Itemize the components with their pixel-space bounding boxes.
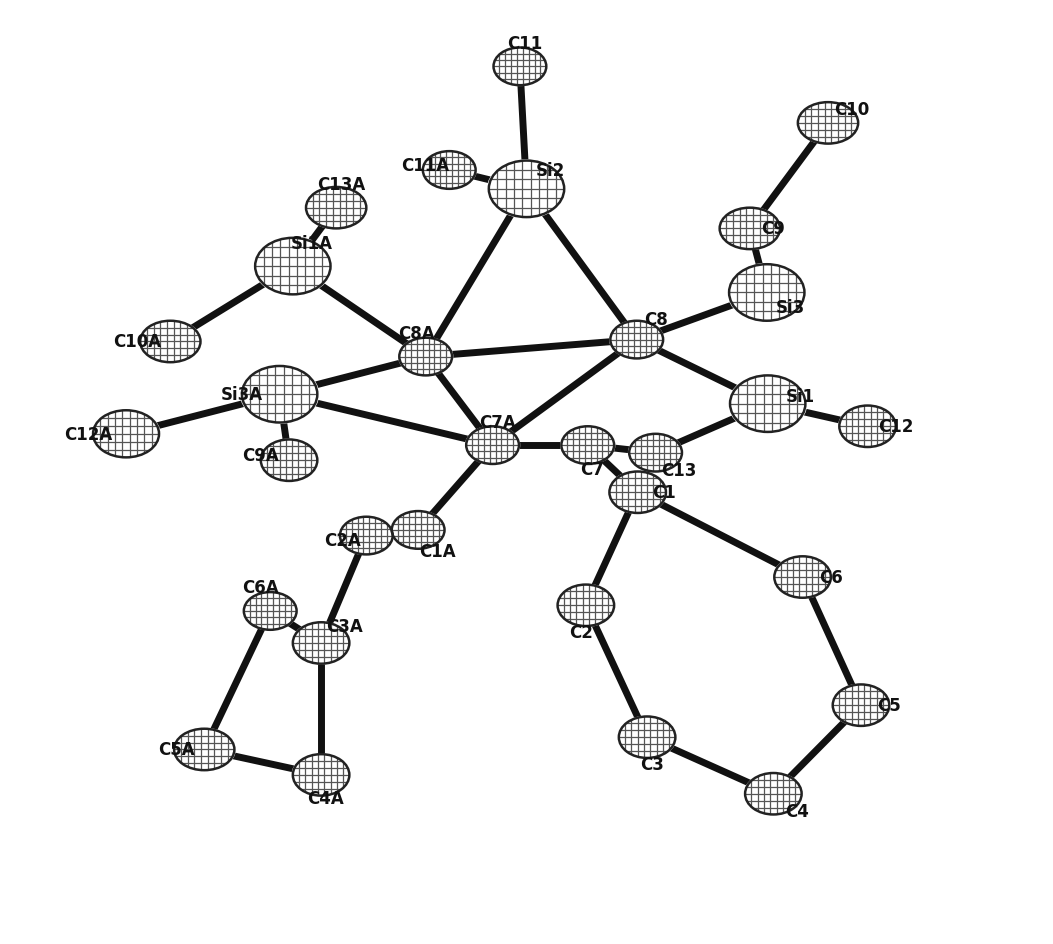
Ellipse shape — [304, 187, 367, 230]
Ellipse shape — [391, 511, 445, 550]
Text: C8A: C8A — [398, 325, 435, 343]
Ellipse shape — [609, 320, 664, 360]
Text: C3: C3 — [640, 755, 663, 773]
Text: C11A: C11A — [401, 157, 450, 175]
Text: C7A: C7A — [479, 413, 516, 431]
Text: C9: C9 — [761, 220, 786, 238]
Text: C9A: C9A — [242, 447, 279, 465]
Ellipse shape — [173, 728, 236, 771]
Ellipse shape — [242, 592, 298, 632]
Ellipse shape — [486, 160, 567, 219]
Text: C4A: C4A — [307, 789, 344, 808]
Text: C1A: C1A — [419, 542, 455, 560]
Ellipse shape — [728, 263, 807, 323]
Text: C2A: C2A — [324, 531, 361, 549]
Text: C12: C12 — [878, 418, 914, 436]
Text: C5: C5 — [877, 697, 901, 715]
Text: C6A: C6A — [242, 579, 279, 597]
Ellipse shape — [259, 439, 319, 482]
Ellipse shape — [492, 47, 548, 87]
Text: C1: C1 — [652, 483, 676, 501]
Text: C13: C13 — [661, 461, 697, 480]
Ellipse shape — [254, 237, 333, 296]
Ellipse shape — [339, 516, 394, 556]
Text: C2: C2 — [570, 623, 593, 641]
Ellipse shape — [608, 471, 668, 514]
Ellipse shape — [292, 621, 351, 665]
Text: Si1: Si1 — [787, 388, 815, 406]
Ellipse shape — [560, 426, 615, 465]
Text: C12A: C12A — [64, 426, 113, 444]
Text: C13A: C13A — [317, 176, 365, 194]
Text: C11: C11 — [506, 35, 542, 53]
Ellipse shape — [718, 208, 781, 251]
Ellipse shape — [292, 753, 351, 797]
Ellipse shape — [139, 320, 202, 363]
Text: Si3: Si3 — [776, 298, 804, 316]
Ellipse shape — [831, 683, 891, 727]
Ellipse shape — [628, 433, 683, 473]
Text: C7: C7 — [580, 460, 604, 479]
Text: C6: C6 — [819, 568, 842, 586]
Text: C10: C10 — [834, 101, 869, 119]
Ellipse shape — [240, 365, 319, 425]
Ellipse shape — [743, 772, 803, 816]
Ellipse shape — [728, 375, 808, 434]
Text: C4: C4 — [784, 801, 809, 819]
Text: Si3A: Si3A — [221, 386, 263, 404]
Ellipse shape — [464, 426, 520, 465]
Text: C5A: C5A — [158, 741, 195, 759]
Ellipse shape — [796, 102, 859, 145]
Ellipse shape — [838, 405, 897, 448]
Text: C3A: C3A — [326, 617, 363, 635]
Ellipse shape — [556, 584, 616, 628]
Ellipse shape — [398, 337, 454, 377]
Ellipse shape — [92, 410, 161, 459]
Ellipse shape — [617, 716, 677, 759]
Ellipse shape — [773, 556, 832, 599]
Text: Si1A: Si1A — [291, 234, 333, 252]
Ellipse shape — [421, 151, 477, 191]
Text: Si2: Si2 — [535, 161, 564, 179]
Text: C8: C8 — [643, 311, 668, 329]
Text: C10A: C10A — [114, 333, 161, 351]
